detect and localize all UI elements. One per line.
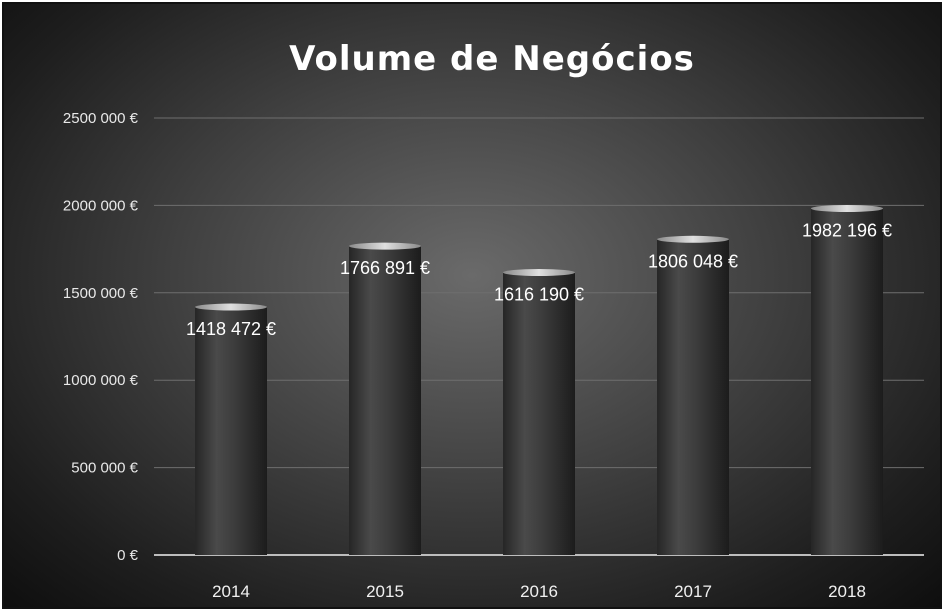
data-label: 1616 190 € <box>494 284 584 304</box>
bar-cap <box>503 268 575 276</box>
labels-layer: 0 € 500 000 € 1000 000 € 1500 000 € 2000 000… <box>63 110 892 601</box>
y-tick-label: 2500 000 € <box>63 110 139 127</box>
data-label: 1982 196 € <box>802 221 892 241</box>
bar <box>503 272 575 555</box>
bar-cap <box>657 235 729 243</box>
x-tick-label: 2017 <box>674 582 712 601</box>
x-tick-label: 2014 <box>212 582 250 601</box>
bar <box>657 239 729 556</box>
chart-svg: 0 € 500 000 € 1000 000 € 1500 000 € 2000 000… <box>63 39 924 601</box>
bar-cap <box>811 205 883 213</box>
bar-cap <box>349 242 421 250</box>
y-tick-label: 2000 000 € <box>63 197 139 214</box>
y-tick-label: 1000 000 € <box>63 372 139 389</box>
data-label: 1766 891 € <box>340 258 430 278</box>
y-tick-label: 0 € <box>117 547 139 564</box>
chart-title: Volume de Negócios <box>289 39 695 79</box>
x-tick-label: 2018 <box>828 582 866 601</box>
data-label: 1418 472 € <box>186 319 276 339</box>
x-tick-label: 2015 <box>366 582 404 601</box>
bar-cap <box>195 303 267 311</box>
y-tick-label: 1500 000 € <box>63 285 139 302</box>
bar <box>349 246 421 555</box>
bars-layer <box>195 205 883 556</box>
data-label: 1806 048 € <box>648 251 738 271</box>
bar <box>195 307 267 555</box>
y-tick-label: 500 000 € <box>71 460 138 477</box>
bar <box>811 208 883 555</box>
x-tick-label: 2016 <box>520 582 558 601</box>
